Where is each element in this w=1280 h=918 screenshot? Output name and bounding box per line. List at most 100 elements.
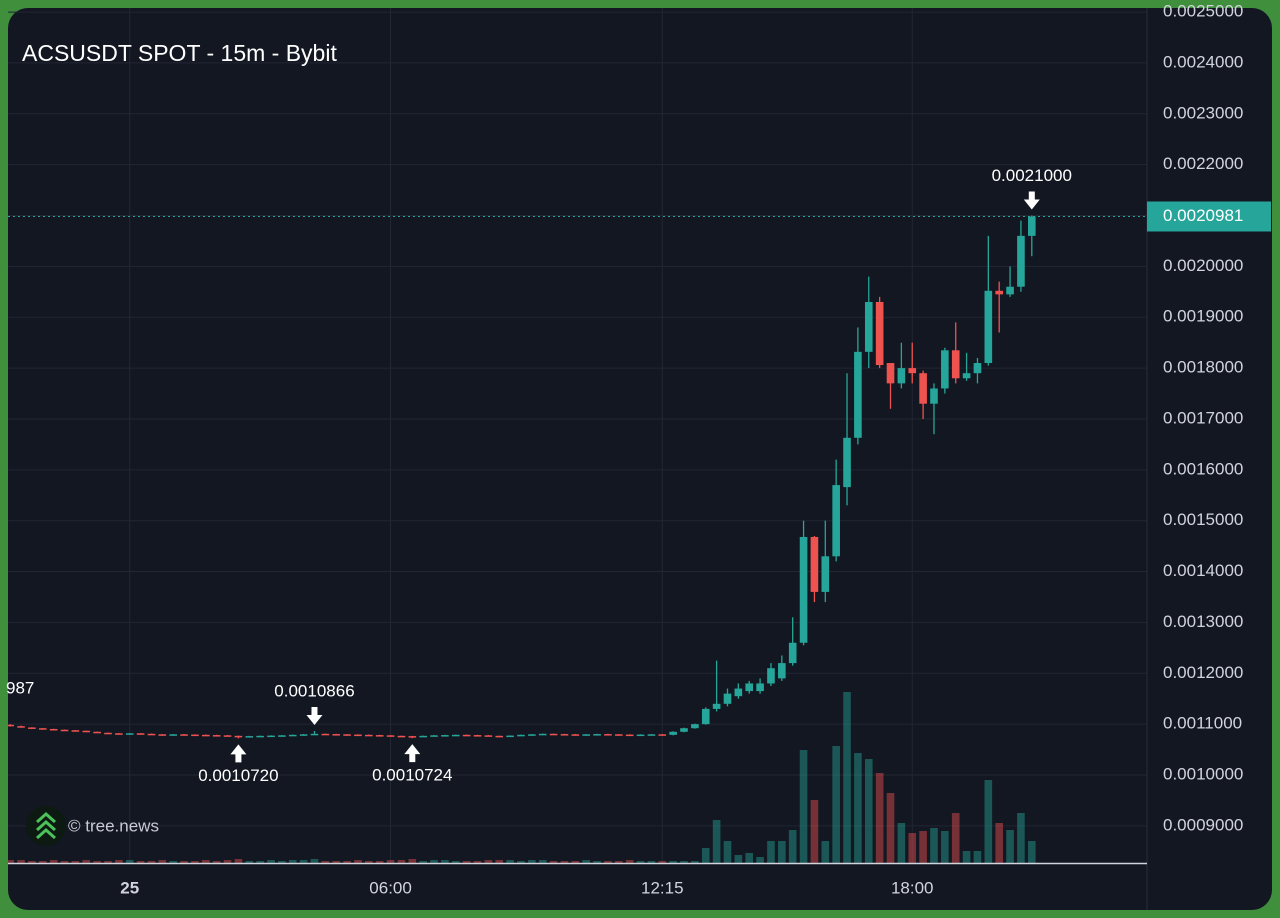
- candle-body: [1017, 235, 1025, 287]
- volume-layer: [8, 692, 1036, 863]
- y-tick-label: 0.0022000: [1163, 154, 1243, 173]
- volume-bar: [49, 860, 58, 863]
- candle-body: [375, 735, 384, 737]
- volume-bar: [408, 859, 417, 863]
- candle-body: [28, 727, 36, 729]
- last-price-badge: [1147, 201, 1271, 232]
- candle-body: [234, 735, 243, 738]
- volume-bar: [658, 861, 667, 863]
- candle-body: [365, 734, 373, 737]
- candle-body: [832, 485, 840, 557]
- candle-body: [223, 735, 232, 737]
- volume-bar: [941, 831, 949, 863]
- candle-body: [854, 351, 862, 438]
- axes: 0.0009000 0.0010000 0.0011000 0.0012000 0.00…: [8, 2, 1271, 910]
- volume-bar: [288, 860, 297, 863]
- volume-bar: [691, 861, 699, 863]
- candle-body: [951, 350, 960, 379]
- volume-bar: [930, 828, 938, 863]
- marker-arrow: [404, 744, 421, 763]
- candle-body: [691, 724, 699, 729]
- volume-bar: [647, 861, 656, 863]
- volume-bar: [8, 860, 14, 863]
- last-price-label: 0.0020981: [1163, 206, 1243, 225]
- candle-body: [908, 368, 917, 374]
- volume-bar: [854, 753, 862, 863]
- y-tick-label: 0.0020000: [1163, 256, 1243, 275]
- volume-bar: [375, 861, 384, 863]
- candle-body: [332, 734, 341, 736]
- volume-bar: [462, 861, 471, 863]
- volume-bar: [528, 860, 536, 863]
- volume-bar: [451, 861, 460, 863]
- volume-bar: [245, 861, 254, 863]
- candle-body: [191, 734, 199, 737]
- volume-bar: [60, 861, 69, 863]
- volume-bar: [71, 861, 80, 863]
- candle-body: [473, 735, 482, 737]
- volume-bar: [38, 861, 47, 863]
- candle-body: [571, 734, 580, 736]
- volume-bar: [1027, 841, 1036, 863]
- volume-bar: [223, 860, 232, 863]
- candle-body: [441, 735, 449, 737]
- volume-bar: [332, 861, 341, 863]
- marker-label: 0.0021000: [992, 166, 1072, 185]
- candle-body: [310, 733, 319, 736]
- volume-bar: [158, 860, 167, 863]
- volume-bar: [125, 860, 134, 863]
- volume-bar: [843, 692, 851, 863]
- volume-bar: [593, 861, 601, 863]
- marker-arrow: [230, 744, 247, 763]
- candle-body: [712, 703, 721, 709]
- candle-body: [321, 733, 330, 736]
- candle-body: [397, 735, 406, 738]
- candle-body: [875, 301, 884, 366]
- volume-bar: [321, 861, 330, 863]
- y-tick-label: 0.0018000: [1163, 358, 1243, 377]
- candle-body: [647, 734, 656, 736]
- candle-body: [343, 734, 351, 736]
- marker-label: 0.0010724: [372, 766, 452, 785]
- candle-body: [636, 734, 645, 737]
- candle-body: [267, 735, 275, 738]
- candle-body: [756, 683, 764, 692]
- candle-body: [506, 735, 514, 738]
- volume-bar: [201, 860, 210, 863]
- volume-bar: [354, 860, 362, 863]
- volume-bar: [723, 841, 732, 863]
- volume-bar: [169, 861, 178, 863]
- volume-bar: [810, 800, 819, 863]
- marker-arrow: [306, 706, 323, 725]
- volume-bar: [310, 859, 319, 863]
- volume-bar: [234, 859, 243, 863]
- volume-bar: [473, 861, 482, 863]
- marker-label: 0.0010866: [274, 681, 354, 700]
- volume-bar: [669, 861, 677, 863]
- volume-bar: [517, 861, 525, 863]
- x-tick-label: 18:00: [891, 878, 934, 897]
- volume-bar: [821, 841, 830, 863]
- candle-body: [995, 290, 1003, 295]
- candle-body: [71, 730, 80, 732]
- volume-bar: [897, 823, 906, 863]
- candle-body: [723, 693, 732, 704]
- volume-bar: [267, 860, 275, 863]
- candle-body: [680, 728, 688, 732]
- candle-body: [778, 663, 786, 679]
- volume-bar: [625, 860, 634, 863]
- volume-bar: [538, 860, 547, 863]
- volume-bar: [919, 831, 927, 863]
- candle-body: [386, 735, 395, 737]
- candle-body: [821, 556, 830, 592]
- x-tick-label: 06:00: [369, 878, 412, 897]
- candle-body: [136, 733, 145, 735]
- candle-body: [169, 734, 178, 736]
- candle-body: [125, 733, 134, 735]
- y-tick-label: 0.0009000: [1163, 815, 1243, 834]
- candle-body: [38, 728, 47, 730]
- y-tick-label: 0.0014000: [1163, 561, 1243, 580]
- logo-chevrons: [36, 811, 56, 840]
- volume-bar: [495, 860, 504, 863]
